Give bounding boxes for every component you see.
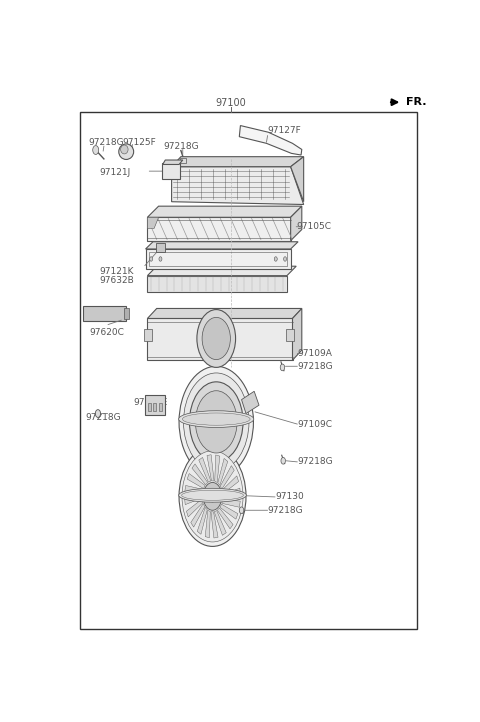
Circle shape <box>182 451 243 542</box>
Polygon shape <box>185 485 203 493</box>
Polygon shape <box>222 500 240 508</box>
Polygon shape <box>290 157 304 201</box>
Text: 97109A: 97109A <box>297 349 332 358</box>
Polygon shape <box>147 318 292 360</box>
FancyBboxPatch shape <box>162 163 180 179</box>
Ellipse shape <box>182 413 250 425</box>
FancyBboxPatch shape <box>154 403 156 411</box>
Ellipse shape <box>179 488 246 503</box>
Polygon shape <box>205 510 210 538</box>
Polygon shape <box>292 308 302 360</box>
Polygon shape <box>147 217 158 228</box>
Polygon shape <box>147 217 290 240</box>
Polygon shape <box>218 458 228 485</box>
Polygon shape <box>207 455 214 481</box>
Text: 97218G: 97218G <box>88 138 123 147</box>
Text: 97121J: 97121J <box>99 168 130 178</box>
Text: 97632B: 97632B <box>99 276 134 284</box>
FancyBboxPatch shape <box>286 329 294 342</box>
Circle shape <box>96 409 100 417</box>
Circle shape <box>159 257 162 261</box>
Polygon shape <box>163 160 183 165</box>
Text: 97109C: 97109C <box>297 419 332 429</box>
Polygon shape <box>211 512 218 538</box>
Text: 97218G: 97218G <box>297 362 333 371</box>
Circle shape <box>179 366 253 477</box>
Circle shape <box>150 257 153 261</box>
Polygon shape <box>199 458 211 482</box>
Text: 97127F: 97127F <box>267 126 301 135</box>
Text: 97105C: 97105C <box>296 222 331 231</box>
Ellipse shape <box>120 145 128 154</box>
Polygon shape <box>191 503 205 527</box>
Circle shape <box>93 146 99 155</box>
Polygon shape <box>222 476 239 494</box>
Circle shape <box>209 491 216 502</box>
Circle shape <box>274 257 277 261</box>
FancyBboxPatch shape <box>84 305 126 321</box>
Polygon shape <box>192 464 208 484</box>
Polygon shape <box>185 494 202 505</box>
Polygon shape <box>172 167 304 204</box>
Polygon shape <box>186 499 203 517</box>
Circle shape <box>183 373 249 471</box>
Circle shape <box>280 364 285 370</box>
FancyBboxPatch shape <box>158 403 162 411</box>
Circle shape <box>197 310 236 367</box>
Polygon shape <box>223 488 240 499</box>
Polygon shape <box>215 455 220 482</box>
Text: 97218G: 97218G <box>297 458 333 466</box>
FancyBboxPatch shape <box>156 243 165 252</box>
Text: 97100: 97100 <box>216 98 247 108</box>
Text: 97620C: 97620C <box>89 329 124 337</box>
Circle shape <box>195 391 237 453</box>
Ellipse shape <box>119 144 133 160</box>
Circle shape <box>281 458 286 464</box>
Polygon shape <box>290 206 302 240</box>
Text: 97130: 97130 <box>275 492 304 501</box>
Polygon shape <box>187 474 205 489</box>
Polygon shape <box>197 508 207 534</box>
Text: 97218G: 97218G <box>267 506 303 515</box>
Polygon shape <box>147 266 296 276</box>
Polygon shape <box>217 508 233 529</box>
Polygon shape <box>240 126 302 155</box>
Polygon shape <box>220 466 234 490</box>
Polygon shape <box>145 242 298 249</box>
Text: 97121K: 97121K <box>99 267 133 277</box>
Ellipse shape <box>179 411 254 427</box>
Polygon shape <box>220 504 238 519</box>
Text: 97218G: 97218G <box>85 413 121 422</box>
Polygon shape <box>214 510 226 535</box>
Circle shape <box>203 482 222 510</box>
FancyBboxPatch shape <box>180 158 186 163</box>
FancyBboxPatch shape <box>145 249 290 269</box>
Polygon shape <box>147 206 302 217</box>
FancyBboxPatch shape <box>144 329 152 342</box>
Polygon shape <box>147 308 302 318</box>
Circle shape <box>190 382 243 462</box>
Circle shape <box>240 507 244 513</box>
Text: 97125F: 97125F <box>122 138 156 147</box>
Circle shape <box>202 318 230 360</box>
Polygon shape <box>241 391 259 414</box>
Polygon shape <box>172 157 304 167</box>
Circle shape <box>179 446 246 547</box>
Circle shape <box>284 257 287 261</box>
FancyBboxPatch shape <box>145 395 165 415</box>
FancyBboxPatch shape <box>147 276 287 292</box>
Text: 97176E: 97176E <box>133 398 168 407</box>
FancyBboxPatch shape <box>124 308 129 319</box>
FancyBboxPatch shape <box>148 403 151 411</box>
Text: FR.: FR. <box>406 97 426 107</box>
Text: 97218G: 97218G <box>163 142 199 151</box>
